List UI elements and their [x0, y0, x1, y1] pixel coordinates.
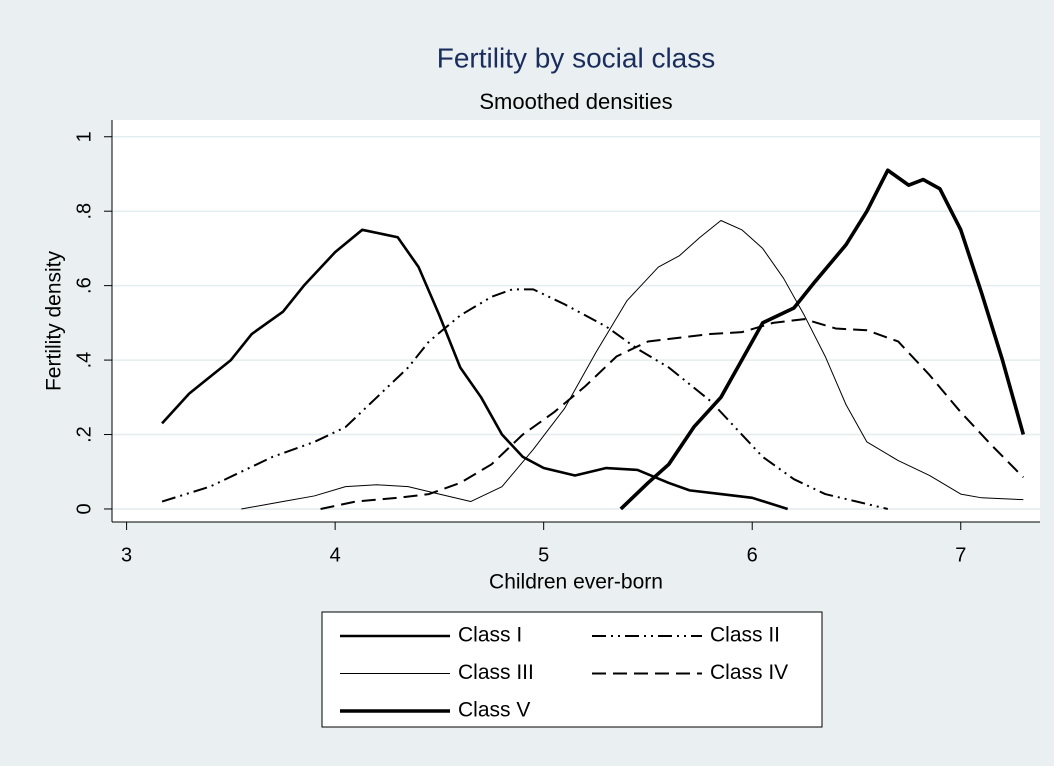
series-line: [161, 288, 889, 510]
x-tick-label: 7: [955, 544, 966, 566]
series-line: [619, 168, 1026, 511]
chart-title: Fertility by social class: [437, 42, 716, 73]
x-tick-label: 3: [121, 544, 132, 566]
y-axis-title: Fertility density: [43, 250, 66, 391]
y-tick-label: 1: [73, 131, 95, 142]
x-tick-label: 5: [538, 544, 549, 566]
x-tick-label: 6: [747, 544, 758, 566]
y-tick-label: .4: [73, 352, 95, 369]
series-line: [320, 318, 1025, 510]
legend-label: Class V: [458, 699, 530, 722]
legend-label: Class I: [458, 624, 522, 647]
legend-label: Class II: [710, 624, 780, 647]
plot-area: [112, 120, 1040, 522]
legend-label: Class IV: [710, 661, 788, 684]
x-axis-title: Children ever-born: [489, 571, 663, 594]
legend-label: Class III: [458, 661, 534, 684]
legend-box: [321, 611, 823, 728]
y-tick-label: 0: [73, 503, 95, 514]
x-tick-label: 4: [330, 544, 341, 566]
y-tick-label: .6: [73, 277, 95, 294]
series-line: [241, 220, 1024, 510]
chart-subtitle: Smoothed densities: [479, 89, 672, 114]
y-tick-label: .8: [73, 203, 95, 220]
series-line: [161, 228, 789, 511]
y-tick-label: .2: [73, 426, 95, 443]
